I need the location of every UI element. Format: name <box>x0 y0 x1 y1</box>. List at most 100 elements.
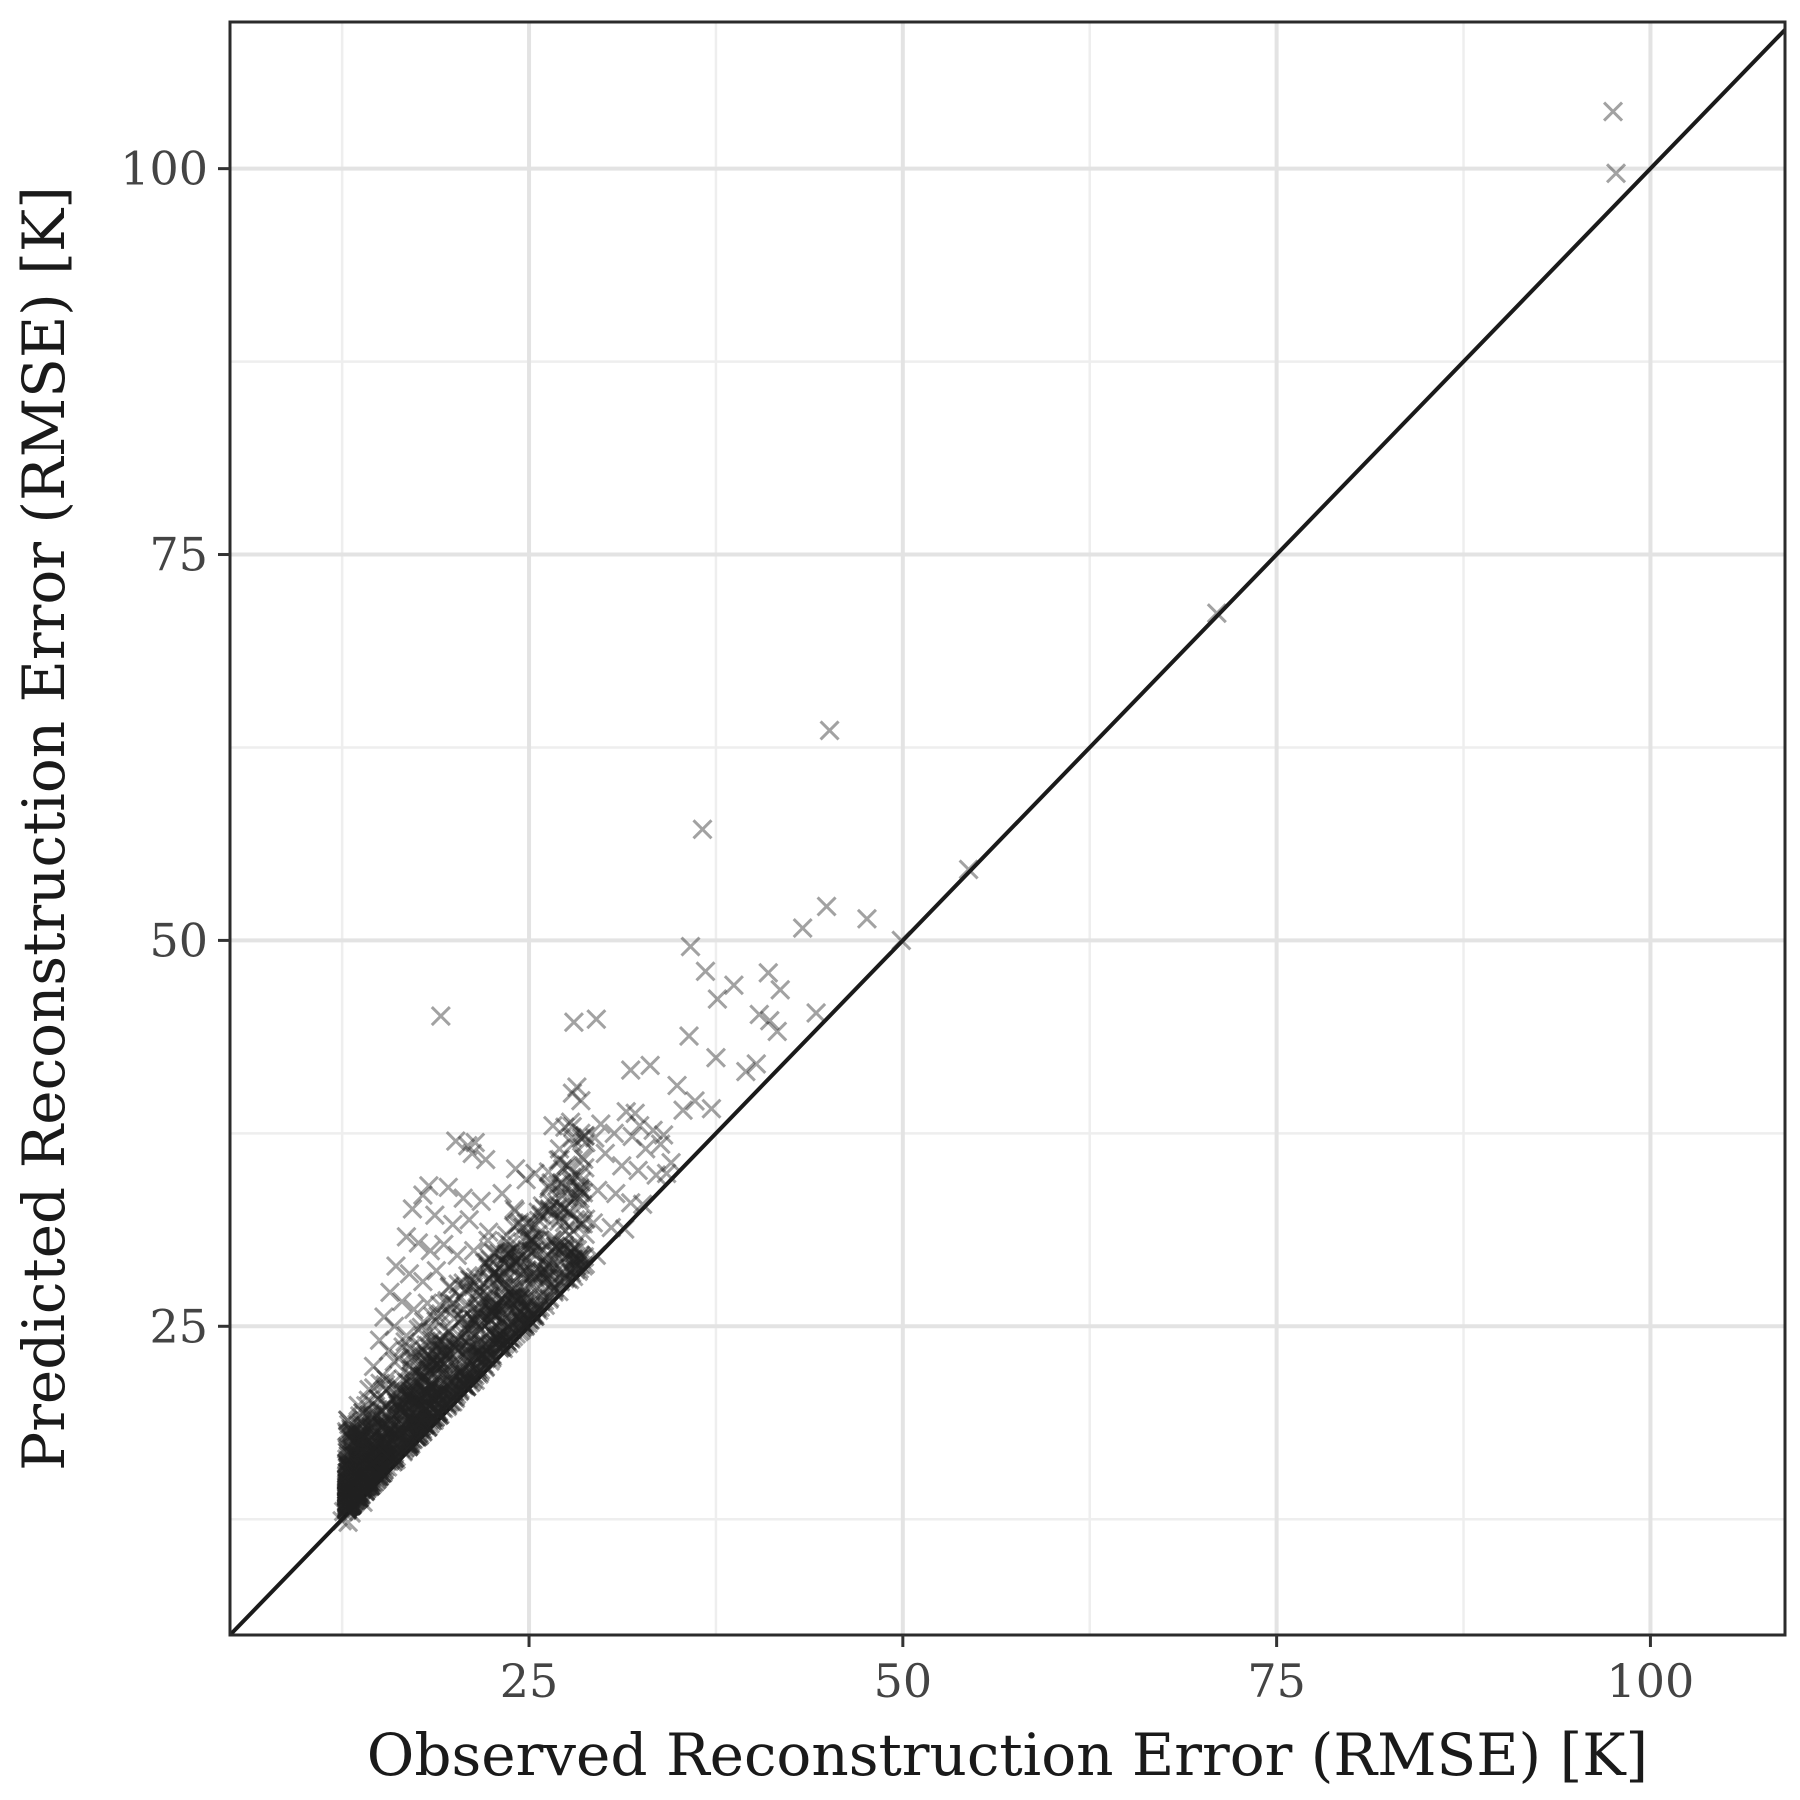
data-point <box>454 1364 475 1385</box>
data-point <box>430 1303 451 1325</box>
data-point <box>398 1436 419 1457</box>
data-point <box>377 1421 398 1442</box>
data-point <box>493 1338 514 1359</box>
data-point <box>376 1369 397 1390</box>
data-point <box>337 1493 358 1515</box>
data-point <box>364 1438 386 1459</box>
data-point <box>346 1464 367 1486</box>
data-point <box>418 1360 439 1381</box>
data-point <box>338 1487 359 1508</box>
data-point <box>361 1452 382 1473</box>
data-point <box>464 1310 485 1331</box>
data-point <box>523 1263 544 1284</box>
data-point <box>439 1276 460 1297</box>
data-point <box>520 1310 541 1331</box>
data-point <box>816 896 837 917</box>
data-point <box>345 1484 366 1505</box>
data-point <box>510 1302 532 1323</box>
data-point <box>365 1471 386 1492</box>
data-point <box>345 1460 366 1482</box>
data-point <box>347 1483 368 1504</box>
data-point <box>473 1288 494 1309</box>
data-point <box>444 1308 465 1329</box>
data-point <box>570 1182 591 1203</box>
y-axis-title: Predicted Reconstruction Error (RMSE) [K… <box>10 186 78 1471</box>
data-point <box>336 1481 357 1502</box>
data-point <box>344 1475 366 1496</box>
data-point <box>400 1374 421 1395</box>
data-point <box>348 1472 369 1493</box>
data-point <box>467 1359 488 1380</box>
data-point <box>345 1460 366 1481</box>
data-point <box>563 1251 585 1272</box>
data-point <box>482 1302 503 1323</box>
data-point <box>457 1339 478 1360</box>
data-point <box>336 1452 357 1473</box>
data-point <box>661 1152 682 1173</box>
data-point <box>441 1391 462 1412</box>
data-point <box>337 1499 358 1520</box>
data-point <box>345 1486 366 1507</box>
data-point <box>459 1269 480 1290</box>
data-point <box>336 1497 357 1519</box>
data-point <box>410 1419 431 1440</box>
data-point <box>414 1414 435 1435</box>
data-point <box>341 1484 362 1505</box>
data-point <box>680 936 701 957</box>
data-point <box>510 1288 531 1309</box>
data-point <box>502 1314 523 1335</box>
data-point <box>348 1457 369 1479</box>
data-point <box>361 1468 382 1489</box>
data-point <box>475 1333 496 1354</box>
data-point <box>370 1418 392 1439</box>
data-point <box>479 1291 500 1312</box>
data-point <box>372 1415 393 1437</box>
data-point <box>570 1123 591 1144</box>
data-point <box>517 1287 538 1308</box>
data-point <box>468 1341 489 1362</box>
data-point <box>360 1455 381 1476</box>
data-point <box>707 989 728 1010</box>
data-point <box>381 1413 402 1434</box>
data-point <box>555 1267 576 1288</box>
data-point <box>524 1304 545 1325</box>
data-point <box>504 1198 525 1220</box>
data-point <box>546 1230 567 1251</box>
data-point <box>433 1392 454 1413</box>
data-point <box>483 1263 504 1284</box>
data-point <box>380 1429 401 1450</box>
data-point <box>565 1209 586 1230</box>
data-point <box>550 1197 572 1218</box>
data-point <box>528 1210 549 1231</box>
data-point <box>554 1212 575 1233</box>
data-point <box>510 1310 531 1331</box>
data-point <box>463 1240 484 1261</box>
data-point <box>344 1466 365 1487</box>
data-point <box>348 1482 369 1503</box>
data-point <box>497 1331 518 1352</box>
data-point <box>485 1328 506 1349</box>
data-point <box>338 1459 359 1480</box>
data-point <box>509 1308 531 1329</box>
data-point <box>504 1286 525 1307</box>
data-point <box>376 1403 397 1424</box>
data-point <box>367 1405 388 1426</box>
data-point <box>420 1403 441 1425</box>
data-point <box>508 1249 529 1270</box>
data-point <box>537 1236 558 1257</box>
data-point <box>340 1491 362 1512</box>
data-point <box>359 1474 380 1495</box>
data-point <box>344 1462 365 1483</box>
data-point <box>448 1274 469 1295</box>
data-point <box>505 1287 526 1309</box>
data-point <box>474 1252 495 1273</box>
data-point <box>368 1433 390 1455</box>
data-point <box>346 1482 367 1503</box>
data-point <box>545 1235 567 1257</box>
data-point <box>337 1457 359 1478</box>
data-point <box>358 1445 379 1466</box>
data-point <box>336 1493 357 1514</box>
data-point <box>342 1494 363 1515</box>
data-point <box>407 1426 428 1447</box>
data-point <box>368 1450 390 1471</box>
